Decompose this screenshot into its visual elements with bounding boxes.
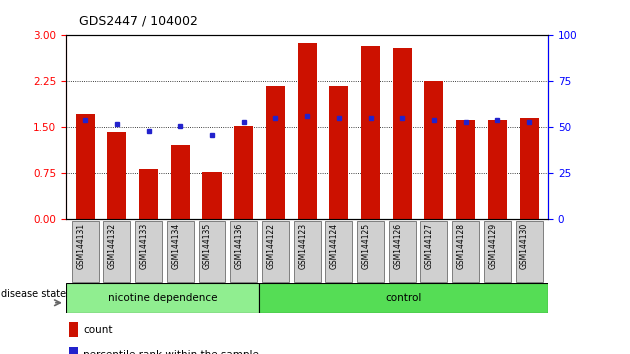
Text: GSM144135: GSM144135 (203, 223, 212, 269)
FancyBboxPatch shape (72, 221, 99, 282)
Bar (171, 145, 190, 219)
Text: count: count (83, 325, 113, 335)
Text: GSM144123: GSM144123 (298, 223, 307, 269)
Text: nicotine dependence: nicotine dependence (108, 293, 217, 303)
FancyBboxPatch shape (198, 221, 226, 282)
Text: GSM144133: GSM144133 (140, 223, 149, 269)
Bar (139, 169, 158, 219)
Bar (234, 126, 253, 219)
Bar (456, 120, 475, 219)
Text: GDS2447 / 104002: GDS2447 / 104002 (79, 14, 198, 27)
FancyBboxPatch shape (294, 221, 321, 282)
Bar (297, 43, 317, 219)
Text: GSM144132: GSM144132 (108, 223, 117, 269)
Bar (329, 86, 348, 219)
Text: disease state: disease state (1, 289, 66, 299)
Text: GSM144128: GSM144128 (457, 223, 466, 269)
Text: GSM144136: GSM144136 (235, 223, 244, 269)
Bar (69, 347, 78, 354)
Bar (76, 114, 94, 219)
FancyBboxPatch shape (103, 221, 130, 282)
Bar (392, 48, 412, 219)
FancyBboxPatch shape (452, 221, 479, 282)
Bar (520, 118, 539, 219)
FancyBboxPatch shape (230, 221, 257, 282)
FancyBboxPatch shape (484, 221, 511, 282)
FancyBboxPatch shape (325, 221, 352, 282)
Bar (66, 283, 259, 313)
FancyBboxPatch shape (135, 221, 162, 282)
Bar (107, 132, 127, 219)
Text: GSM144134: GSM144134 (171, 223, 180, 269)
Bar (488, 120, 507, 219)
Text: GSM144122: GSM144122 (266, 223, 275, 269)
Bar (69, 322, 78, 337)
Text: GSM144131: GSM144131 (76, 223, 85, 269)
FancyBboxPatch shape (262, 221, 289, 282)
FancyBboxPatch shape (167, 221, 194, 282)
Text: GSM144129: GSM144129 (488, 223, 497, 269)
FancyBboxPatch shape (389, 221, 416, 282)
FancyBboxPatch shape (515, 221, 542, 282)
Text: control: control (386, 293, 421, 303)
Text: GSM144130: GSM144130 (520, 223, 529, 269)
Text: GSM144125: GSM144125 (362, 223, 370, 269)
Bar (259, 283, 548, 313)
Bar (202, 172, 222, 219)
Bar (361, 46, 380, 219)
FancyBboxPatch shape (420, 221, 447, 282)
Bar (425, 81, 444, 219)
Text: percentile rank within the sample: percentile rank within the sample (83, 349, 259, 354)
Bar (266, 86, 285, 219)
FancyBboxPatch shape (357, 221, 384, 282)
Text: GSM144124: GSM144124 (330, 223, 339, 269)
Text: GSM144127: GSM144127 (425, 223, 434, 269)
Text: GSM144126: GSM144126 (393, 223, 402, 269)
